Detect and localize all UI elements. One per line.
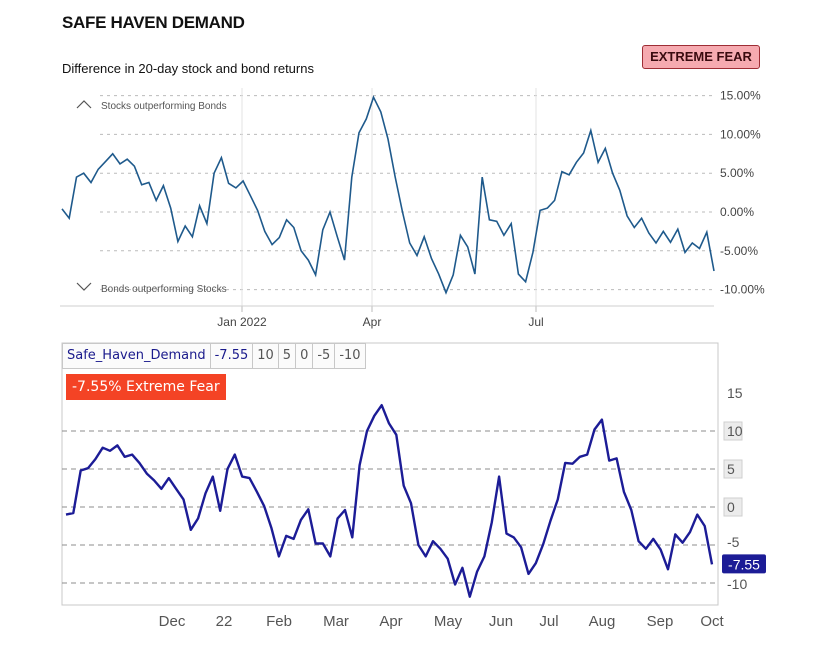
y-tick-label: 10 bbox=[727, 423, 743, 439]
top-line-chart: Jan 2022 Apr Jul 15.00% 10.00% 5.00% 0.00% -5.… bbox=[60, 88, 765, 329]
y-tick-label: -5.00% bbox=[720, 244, 758, 258]
x-tick-label: Jun bbox=[489, 613, 513, 630]
x-tick-label: Aug bbox=[589, 613, 616, 630]
y-tick-box bbox=[723, 497, 743, 517]
y-tick-label: 5 bbox=[727, 461, 735, 477]
extreme-fear-label: -7.55% Extreme Fear bbox=[66, 374, 226, 400]
y-tick-label: 0 bbox=[727, 499, 735, 515]
legend-series-name[interactable]: Safe_Haven_Demand bbox=[63, 344, 211, 368]
x-tick-label: Jan 2022 bbox=[217, 315, 267, 329]
chevron-up-icon bbox=[76, 100, 92, 109]
y-tick-box bbox=[723, 421, 743, 441]
chart-title: SAFE HAVEN DEMAND bbox=[62, 13, 245, 32]
y-tick-label: -5 bbox=[727, 534, 740, 550]
legend-level-minus-10: -10 bbox=[339, 348, 361, 363]
y-tick-label: -10.00% bbox=[720, 283, 765, 297]
legend-level-minus-5: -5 bbox=[313, 344, 336, 368]
x-tick-label: Apr bbox=[379, 613, 402, 630]
chart-subtitle: Difference in 20-day stock and bond retu… bbox=[62, 61, 314, 76]
x-tick-label: Jul bbox=[539, 613, 558, 630]
extreme-fear-badge: EXTREME FEAR bbox=[642, 45, 760, 69]
last-value-marker bbox=[722, 554, 766, 574]
y-tick-box bbox=[723, 459, 743, 479]
safe-haven-series-line bbox=[61, 95, 715, 295]
legend-level-10: 10 bbox=[253, 344, 279, 368]
plot-frame bbox=[61, 342, 719, 606]
y-tick-label: 0.00% bbox=[720, 205, 754, 219]
legend-level-0: 0 bbox=[296, 344, 314, 368]
x-tick-label: Mar bbox=[323, 613, 349, 630]
legend-level-5: 5 bbox=[279, 344, 297, 368]
y-tick-label: 5.00% bbox=[720, 166, 754, 180]
y-tick-label: 15.00% bbox=[720, 89, 761, 103]
last-value-label: -7.55 bbox=[728, 556, 760, 572]
x-tick-label: Feb bbox=[266, 613, 292, 630]
legend-series-value: -7.55 bbox=[211, 344, 254, 368]
chevron-down-icon bbox=[76, 282, 92, 291]
x-tick-label: Sep bbox=[647, 613, 674, 630]
x-tick-label: Jul bbox=[528, 315, 543, 329]
bottom-line-chart: Dec 22 Feb Mar Apr May Jun Jul Aug Sep Oct 151050-… bbox=[61, 342, 766, 630]
bottom-chart-panel: Dec 22 Feb Mar Apr May Jun Jul Aug Sep Oct 15 10 5 0-… bbox=[58, 335, 770, 633]
x-tick-label: 22 bbox=[216, 613, 233, 630]
x-tick-label: Oct bbox=[700, 613, 724, 630]
y-tick-label: 10.00% bbox=[720, 127, 761, 141]
x-tick-label: Apr bbox=[363, 315, 382, 329]
legend-bar: Safe_Haven_Demand -7.55 10 5 0 -5 -10 bbox=[62, 343, 366, 369]
lower-note: Bonds outperforming Stocks bbox=[101, 284, 227, 295]
safe-haven-demand-line bbox=[65, 403, 714, 598]
upper-note: Stocks outperforming Bonds bbox=[101, 101, 227, 112]
x-tick-label: Dec bbox=[159, 613, 186, 630]
y-tick-label: 15 bbox=[727, 385, 743, 401]
y-tick-label: -10 bbox=[727, 576, 747, 592]
x-tick-label: May bbox=[434, 613, 463, 630]
